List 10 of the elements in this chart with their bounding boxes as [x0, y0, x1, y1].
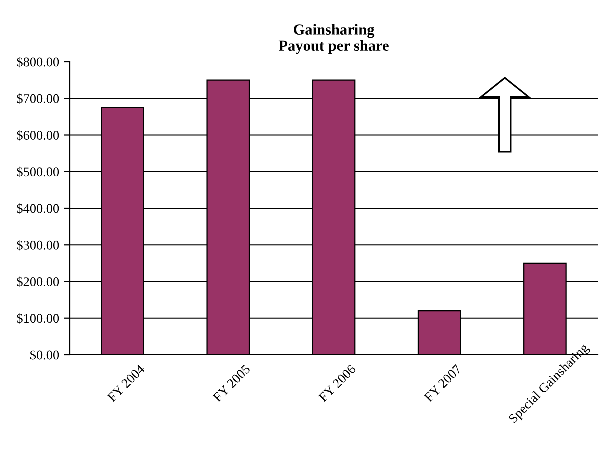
y-tick-label: $0.00 [30, 350, 60, 361]
y-tick-label: $200.00 [17, 276, 60, 288]
y-tick-label: $700.00 [17, 94, 60, 104]
y-tick-label: $100.00 [17, 313, 60, 324]
y-tick-label: $800.00 [17, 57, 60, 68]
y-tick-label: $600.00 [17, 130, 60, 141]
chart-title: Gainsharing Payout per share [278, 24, 389, 54]
y-tick-label: $300.00 [17, 240, 60, 251]
y-tick-label: $500.00 [17, 166, 60, 178]
y-tick-label: $400.00 [17, 204, 60, 214]
